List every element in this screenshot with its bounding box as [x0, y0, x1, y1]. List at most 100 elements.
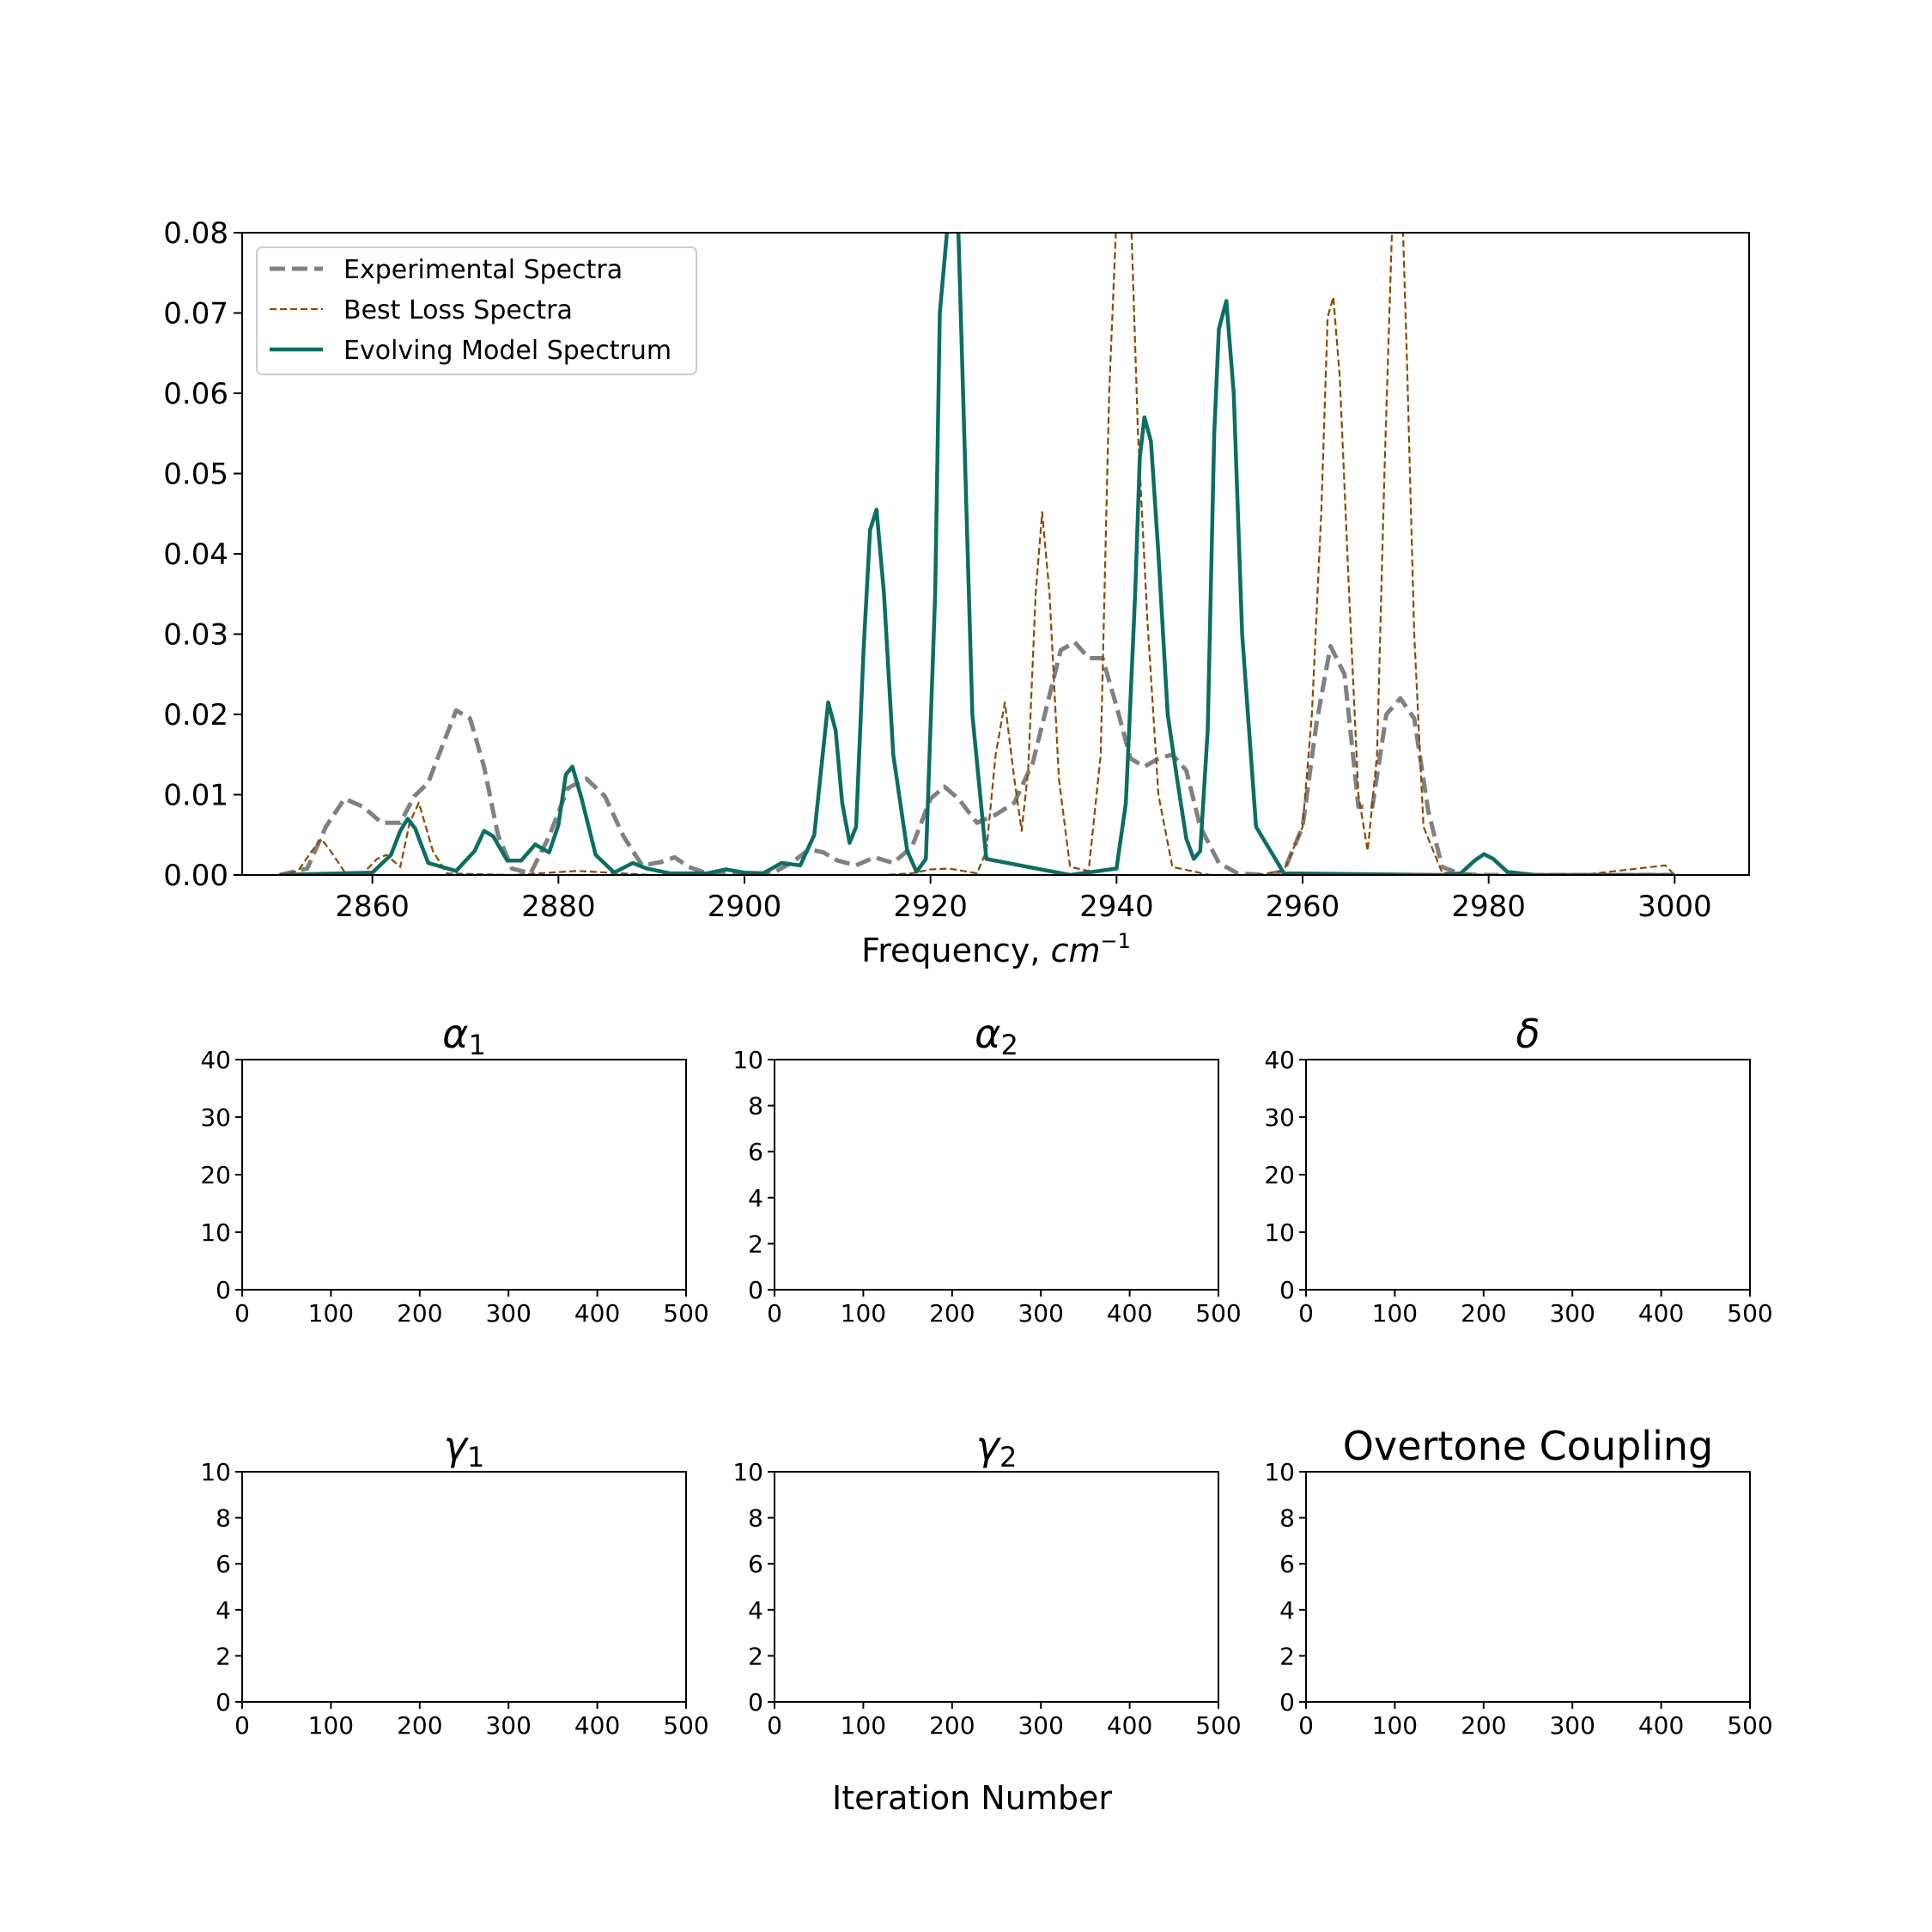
- subplot-x-tick-label: 300: [1549, 1299, 1595, 1327]
- subplot-x-tick-label: 100: [1372, 1299, 1418, 1327]
- subplot-x-tick-label: 400: [1107, 1299, 1152, 1327]
- subplot-6: 0 100 200 300 400 500 0 2 4 6 8 10 Overtone Coupling: [1264, 1423, 1772, 1740]
- subplot-x-tick-label: 100: [841, 1299, 886, 1327]
- y-tick-label: 0.00: [163, 859, 228, 893]
- subplot-x-tick-label: 200: [929, 1299, 975, 1327]
- subplot-4: 0 100 200 300 400 500 0 2 4 6 8 10 γ1: [200, 1423, 708, 1740]
- legend-label-best-loss: Best Loss Spectra: [343, 295, 573, 325]
- subplot-title: α1: [442, 1011, 486, 1061]
- subplot-title: γ2: [976, 1423, 1018, 1473]
- y-tick-label: 0.08: [163, 216, 228, 251]
- subplot-y-tick-label: 8: [748, 1504, 763, 1533]
- subplot-x-tick-label: 200: [397, 1711, 442, 1740]
- subplot-y-tick-label: 4: [748, 1596, 763, 1625]
- subplot-x-tick-label: 500: [663, 1299, 708, 1327]
- legend-box: [256, 246, 697, 375]
- subplot-y-tick-label: 6: [748, 1138, 763, 1166]
- subplot-y-tick-label: 6: [1279, 1550, 1295, 1578]
- subplot-x-tick-label: 0: [234, 1299, 250, 1327]
- subplot-y-tick-label: 2: [1279, 1642, 1295, 1670]
- subplot-x-tick-label: 300: [1018, 1711, 1063, 1740]
- series-line-1: [279, 233, 1676, 875]
- subplot-y-tick-label: 0: [1279, 1276, 1295, 1304]
- subplot-y-tick-label: 20: [200, 1161, 231, 1189]
- subplot-y-tick-label: 30: [200, 1103, 231, 1132]
- subplot-x-tick-label: 100: [1372, 1711, 1418, 1740]
- subplot-y-tick-label: 0: [748, 1688, 763, 1716]
- subplot-1: 0 100 200 300 400 500 0 10 20 30 40 α1: [200, 1011, 708, 1327]
- x-tick-label: 2860: [335, 890, 410, 924]
- spectrum-chart: 2860 2880 2900 2920 2940 2960 2980 3000 0.000.0…: [163, 216, 1750, 969]
- subplot-x-tick-label: 100: [308, 1711, 354, 1740]
- subplot-x-tick-label: 0: [234, 1711, 250, 1740]
- subplot-frame: [774, 1059, 1219, 1291]
- subplot-x-tick-label: 400: [1638, 1711, 1684, 1740]
- subplot-y-tick-label: 10: [200, 1458, 231, 1486]
- x-tick-label: 2880: [521, 890, 596, 924]
- y-tick-label: 0.02: [163, 698, 228, 732]
- series-line-0: [278, 640, 1675, 875]
- subplot-x-tick-label: 300: [485, 1711, 531, 1740]
- subplot-y-tick-label: 6: [748, 1550, 763, 1578]
- subplot-title: α2: [975, 1011, 1018, 1061]
- subplot-y-tick-label: 0: [216, 1276, 231, 1304]
- subplot-y-tick-label: 10: [200, 1218, 231, 1247]
- subplot-title: Overtone Coupling: [1343, 1423, 1713, 1469]
- x-tick-label: 2920: [893, 890, 968, 924]
- subplot-x-tick-label: 500: [1727, 1711, 1772, 1740]
- subplot-x-tick-label: 400: [1107, 1711, 1152, 1740]
- subplot-y-tick-label: 8: [216, 1504, 231, 1533]
- subplot-x-tick-label: 100: [841, 1711, 886, 1740]
- subplot-title: γ1: [444, 1423, 485, 1473]
- subplot-y-tick-label: 8: [1279, 1504, 1295, 1533]
- shared-x-axis-label: Iteration Number: [832, 1779, 1112, 1817]
- subplot-y-tick-label: 4: [1279, 1596, 1295, 1625]
- y-tick-label: 0.01: [163, 779, 228, 813]
- subplot-x-tick-label: 300: [1549, 1711, 1595, 1740]
- subplot-x-tick-label: 500: [663, 1711, 708, 1740]
- subplot-frame: [241, 1471, 687, 1703]
- subplot-y-tick-label: 40: [1264, 1046, 1295, 1074]
- y-tick-label: 0.04: [163, 538, 228, 572]
- subplot-x-tick-label: 0: [1298, 1711, 1314, 1740]
- x-tick-label: 2900: [708, 890, 782, 924]
- subplot-y-tick-label: 0: [748, 1276, 763, 1304]
- subplot-3: 0 100 200 300 400 500 0 10 20 30 40 δ: [1264, 1011, 1772, 1327]
- legend: Experimental Spectra Best Loss Spectra E…: [256, 246, 697, 375]
- subplot-y-tick-label: 10: [1264, 1218, 1295, 1247]
- x-tick-label: 2980: [1451, 890, 1526, 924]
- subplot-y-tick-label: 10: [732, 1046, 763, 1074]
- y-tick-label: 0.05: [163, 458, 228, 492]
- y-tick-label: 0.07: [163, 297, 228, 331]
- subplot-x-tick-label: 400: [1638, 1299, 1684, 1327]
- subplot-x-tick-label: 300: [485, 1299, 531, 1327]
- subplot-y-tick-label: 10: [732, 1458, 763, 1486]
- spectrum-series-group: [278, 233, 1676, 875]
- subplot-x-tick-label: 200: [1461, 1711, 1506, 1740]
- subplot-y-tick-label: 0: [216, 1688, 231, 1716]
- subplot-x-tick-label: 200: [929, 1711, 975, 1740]
- x-tick-label: 2960: [1266, 890, 1340, 924]
- subplot-y-tick-label: 30: [1264, 1103, 1295, 1132]
- subplot-x-tick-label: 0: [767, 1299, 782, 1327]
- subplot-x-tick-label: 100: [308, 1299, 354, 1327]
- subplot-x-tick-label: 300: [1018, 1299, 1063, 1327]
- subplot-5: 0 100 200 300 400 500 0 2 4 6 8 10 γ2: [732, 1423, 1241, 1740]
- spectrum-x-ticks: 2860 2880 2900 2920 2940 2960 2980 3000: [335, 875, 1712, 924]
- series-line-2: [279, 233, 1675, 875]
- spectrum-x-axis-label: Frequency, cm−1: [861, 929, 1131, 969]
- subplot-x-tick-label: 500: [1195, 1711, 1241, 1740]
- subplot-y-tick-label: 8: [748, 1092, 763, 1121]
- y-tick-label: 0.03: [163, 618, 228, 653]
- subplot-y-tick-label: 4: [748, 1184, 763, 1212]
- legend-label-experimental: Experimental Spectra: [343, 255, 623, 285]
- subplot-x-tick-label: 0: [1298, 1299, 1314, 1327]
- subplot-x-tick-label: 200: [1461, 1299, 1506, 1327]
- legend-label-evolving-model: Evolving Model Spectrum: [343, 336, 671, 366]
- subplot-y-tick-label: 6: [216, 1550, 231, 1578]
- subplot-x-tick-label: 0: [767, 1711, 782, 1740]
- subplot-y-tick-label: 2: [748, 1642, 763, 1670]
- subplot-2: 0 100 200 300 400 500 0 2 4 6 8 10 α2: [732, 1011, 1241, 1327]
